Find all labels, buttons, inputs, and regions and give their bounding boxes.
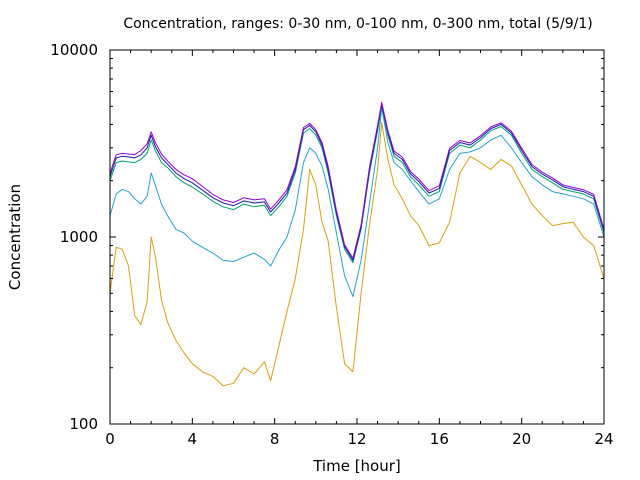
x-tick-label: 4 — [188, 430, 198, 448]
y-axis: 100 1000 10000 — [50, 41, 604, 433]
series-line-2 — [109, 107, 605, 298]
x-axis: 0 4 8 12 16 20 24 — [105, 50, 614, 448]
series-line-3 — [109, 105, 605, 264]
x-tick-label: 12 — [347, 430, 366, 448]
y-tick-label: 10000 — [50, 41, 98, 59]
x-tick-label: 24 — [594, 430, 613, 448]
y-tick-label: 100 — [69, 415, 98, 433]
x-tick-label: 8 — [270, 430, 280, 448]
x-axis-label: Time [hour] — [312, 457, 401, 475]
x-tick-label: 0 — [105, 430, 115, 448]
y-axis-label: Concentration — [6, 184, 24, 290]
x-tick-label: 16 — [430, 430, 449, 448]
y-tick-label: 1000 — [60, 228, 98, 246]
series-line-4 — [109, 103, 605, 261]
plot-frame — [109, 49, 605, 425]
series-line-5 — [109, 101, 605, 259]
series-line-1 — [109, 121, 605, 387]
series-layer — [109, 101, 605, 387]
chart-title: Concentration, ranges: 0-30 nm, 0-100 nm… — [123, 16, 592, 32]
x-tick-label: 20 — [512, 430, 531, 448]
